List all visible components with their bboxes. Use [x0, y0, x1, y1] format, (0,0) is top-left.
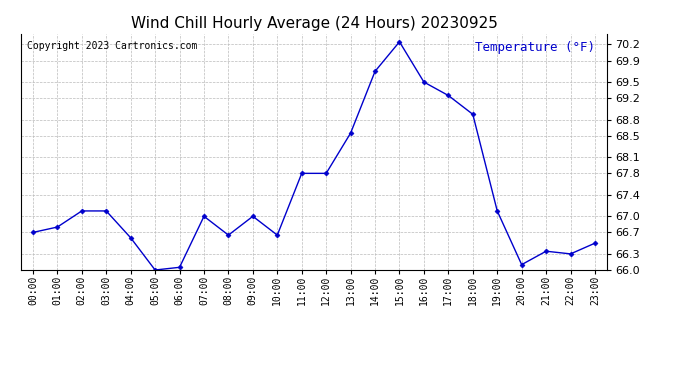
Text: Temperature (°F): Temperature (°F) — [475, 41, 595, 54]
Title: Wind Chill Hourly Average (24 Hours) 20230925: Wind Chill Hourly Average (24 Hours) 202… — [130, 16, 497, 31]
Text: Copyright 2023 Cartronics.com: Copyright 2023 Cartronics.com — [26, 41, 197, 51]
